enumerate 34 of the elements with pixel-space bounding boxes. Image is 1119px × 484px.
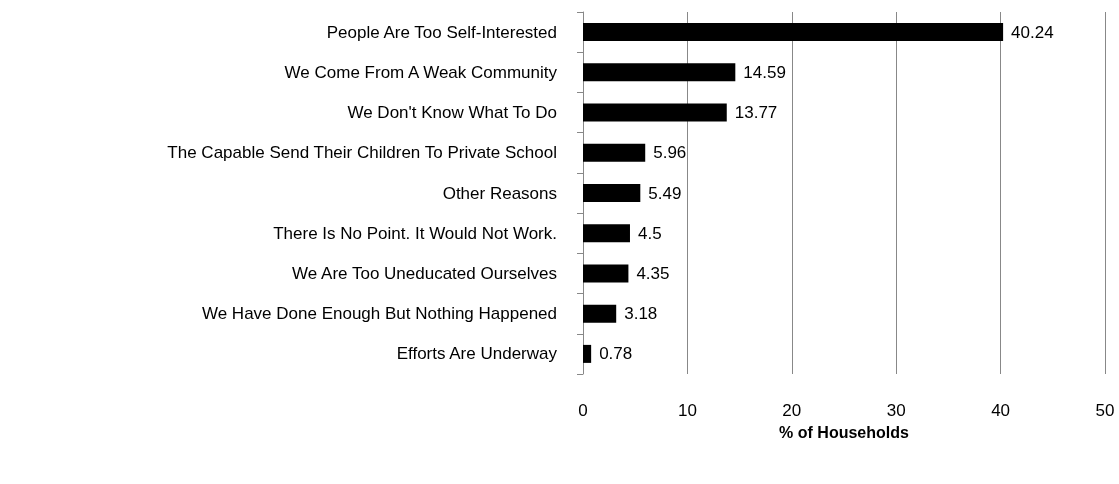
x-tick-label: 50 bbox=[1095, 401, 1115, 420]
bar bbox=[583, 304, 617, 323]
y-tick-label: We Come From A Weak Community bbox=[284, 62, 558, 82]
x-tick-label: 20 bbox=[782, 401, 802, 420]
x-axis-title: % of Households bbox=[779, 423, 909, 441]
x-tick-label: 40 bbox=[991, 401, 1011, 420]
data-label: 3.18 bbox=[624, 304, 658, 324]
y-tick-label: We Have Done Enough But Nothing Happened bbox=[201, 304, 557, 324]
bar bbox=[583, 344, 592, 363]
bar bbox=[583, 143, 646, 162]
y-tick-label: Other Reasons bbox=[442, 183, 557, 203]
x-tick-label: 10 bbox=[677, 401, 697, 420]
bar bbox=[583, 23, 1004, 42]
y-tick-label: The Capable Send Their Children To Private School bbox=[167, 143, 557, 163]
data-label: 5.49 bbox=[648, 183, 682, 203]
y-tick-label: There Is No Point. It Would Not Work. bbox=[273, 223, 557, 243]
x-tick-label: 30 bbox=[886, 401, 906, 420]
bar bbox=[583, 264, 629, 283]
x-tick-label: 0 bbox=[578, 401, 588, 420]
bar bbox=[583, 224, 630, 243]
y-tick-label: Efforts Are Underway bbox=[396, 344, 558, 364]
y-tick-label: We Don't Know What To Do bbox=[347, 103, 557, 123]
y-tick-label: People Are Too Self-Interested bbox=[326, 22, 557, 42]
bar bbox=[583, 184, 641, 202]
data-label: 0.78 bbox=[599, 344, 633, 364]
data-label: 14.59 bbox=[743, 62, 786, 82]
data-label: 13.77 bbox=[734, 103, 778, 123]
data-label: 4.35 bbox=[636, 263, 670, 283]
bar bbox=[583, 103, 727, 122]
data-label: 5.96 bbox=[653, 143, 687, 163]
bar bbox=[583, 63, 736, 82]
y-tick-label: We Are Too Uneducated Ourselves bbox=[292, 263, 557, 283]
data-label: 4.5 bbox=[637, 223, 662, 243]
data-label: 40.24 bbox=[1011, 22, 1054, 42]
